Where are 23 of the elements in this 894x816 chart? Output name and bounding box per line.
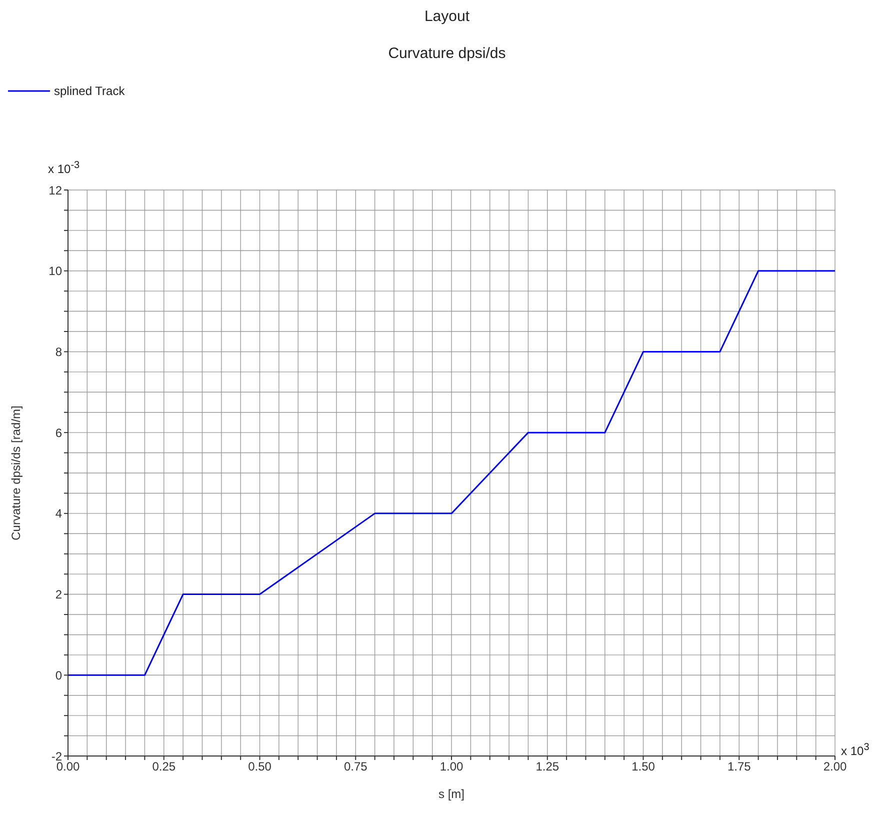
x-tick-label: 1.00 xyxy=(440,760,464,774)
y-tick-label: 12 xyxy=(48,183,62,198)
x-tick-label: 0.50 xyxy=(248,760,272,774)
x-tick-label: 2.00 xyxy=(823,760,847,774)
x-tick-label: 0.25 xyxy=(152,760,176,774)
line-series xyxy=(68,270,835,676)
chart-title: Layout xyxy=(423,8,471,25)
y-tick-label: 8 xyxy=(55,344,62,359)
y-tick-label: 0 xyxy=(55,668,62,682)
x-axis-title: s [m] xyxy=(438,787,464,801)
x-tick-label: 1.50 xyxy=(632,760,656,774)
text: x 10$^{-3}$ xyxy=(48,160,80,176)
legend-label: splined Track xyxy=(54,84,125,98)
x-tick-label: 1.25 xyxy=(536,760,560,774)
y-tick-label: 2 xyxy=(55,588,62,602)
x-tick-label: 0.75 xyxy=(344,760,368,774)
chart-subtitle: Curvature dpsi/ds xyxy=(387,45,507,62)
x-tick-label: 1.75 xyxy=(727,760,752,774)
y-tick-label: 10 xyxy=(48,264,62,278)
y-axis-title: Curvature dpsi/ds [rad/m] xyxy=(9,406,23,540)
text: x 10$^{3}$ xyxy=(841,742,870,758)
y-tick-label: 6 xyxy=(55,426,62,440)
y-tick-label: 4 xyxy=(55,506,62,521)
